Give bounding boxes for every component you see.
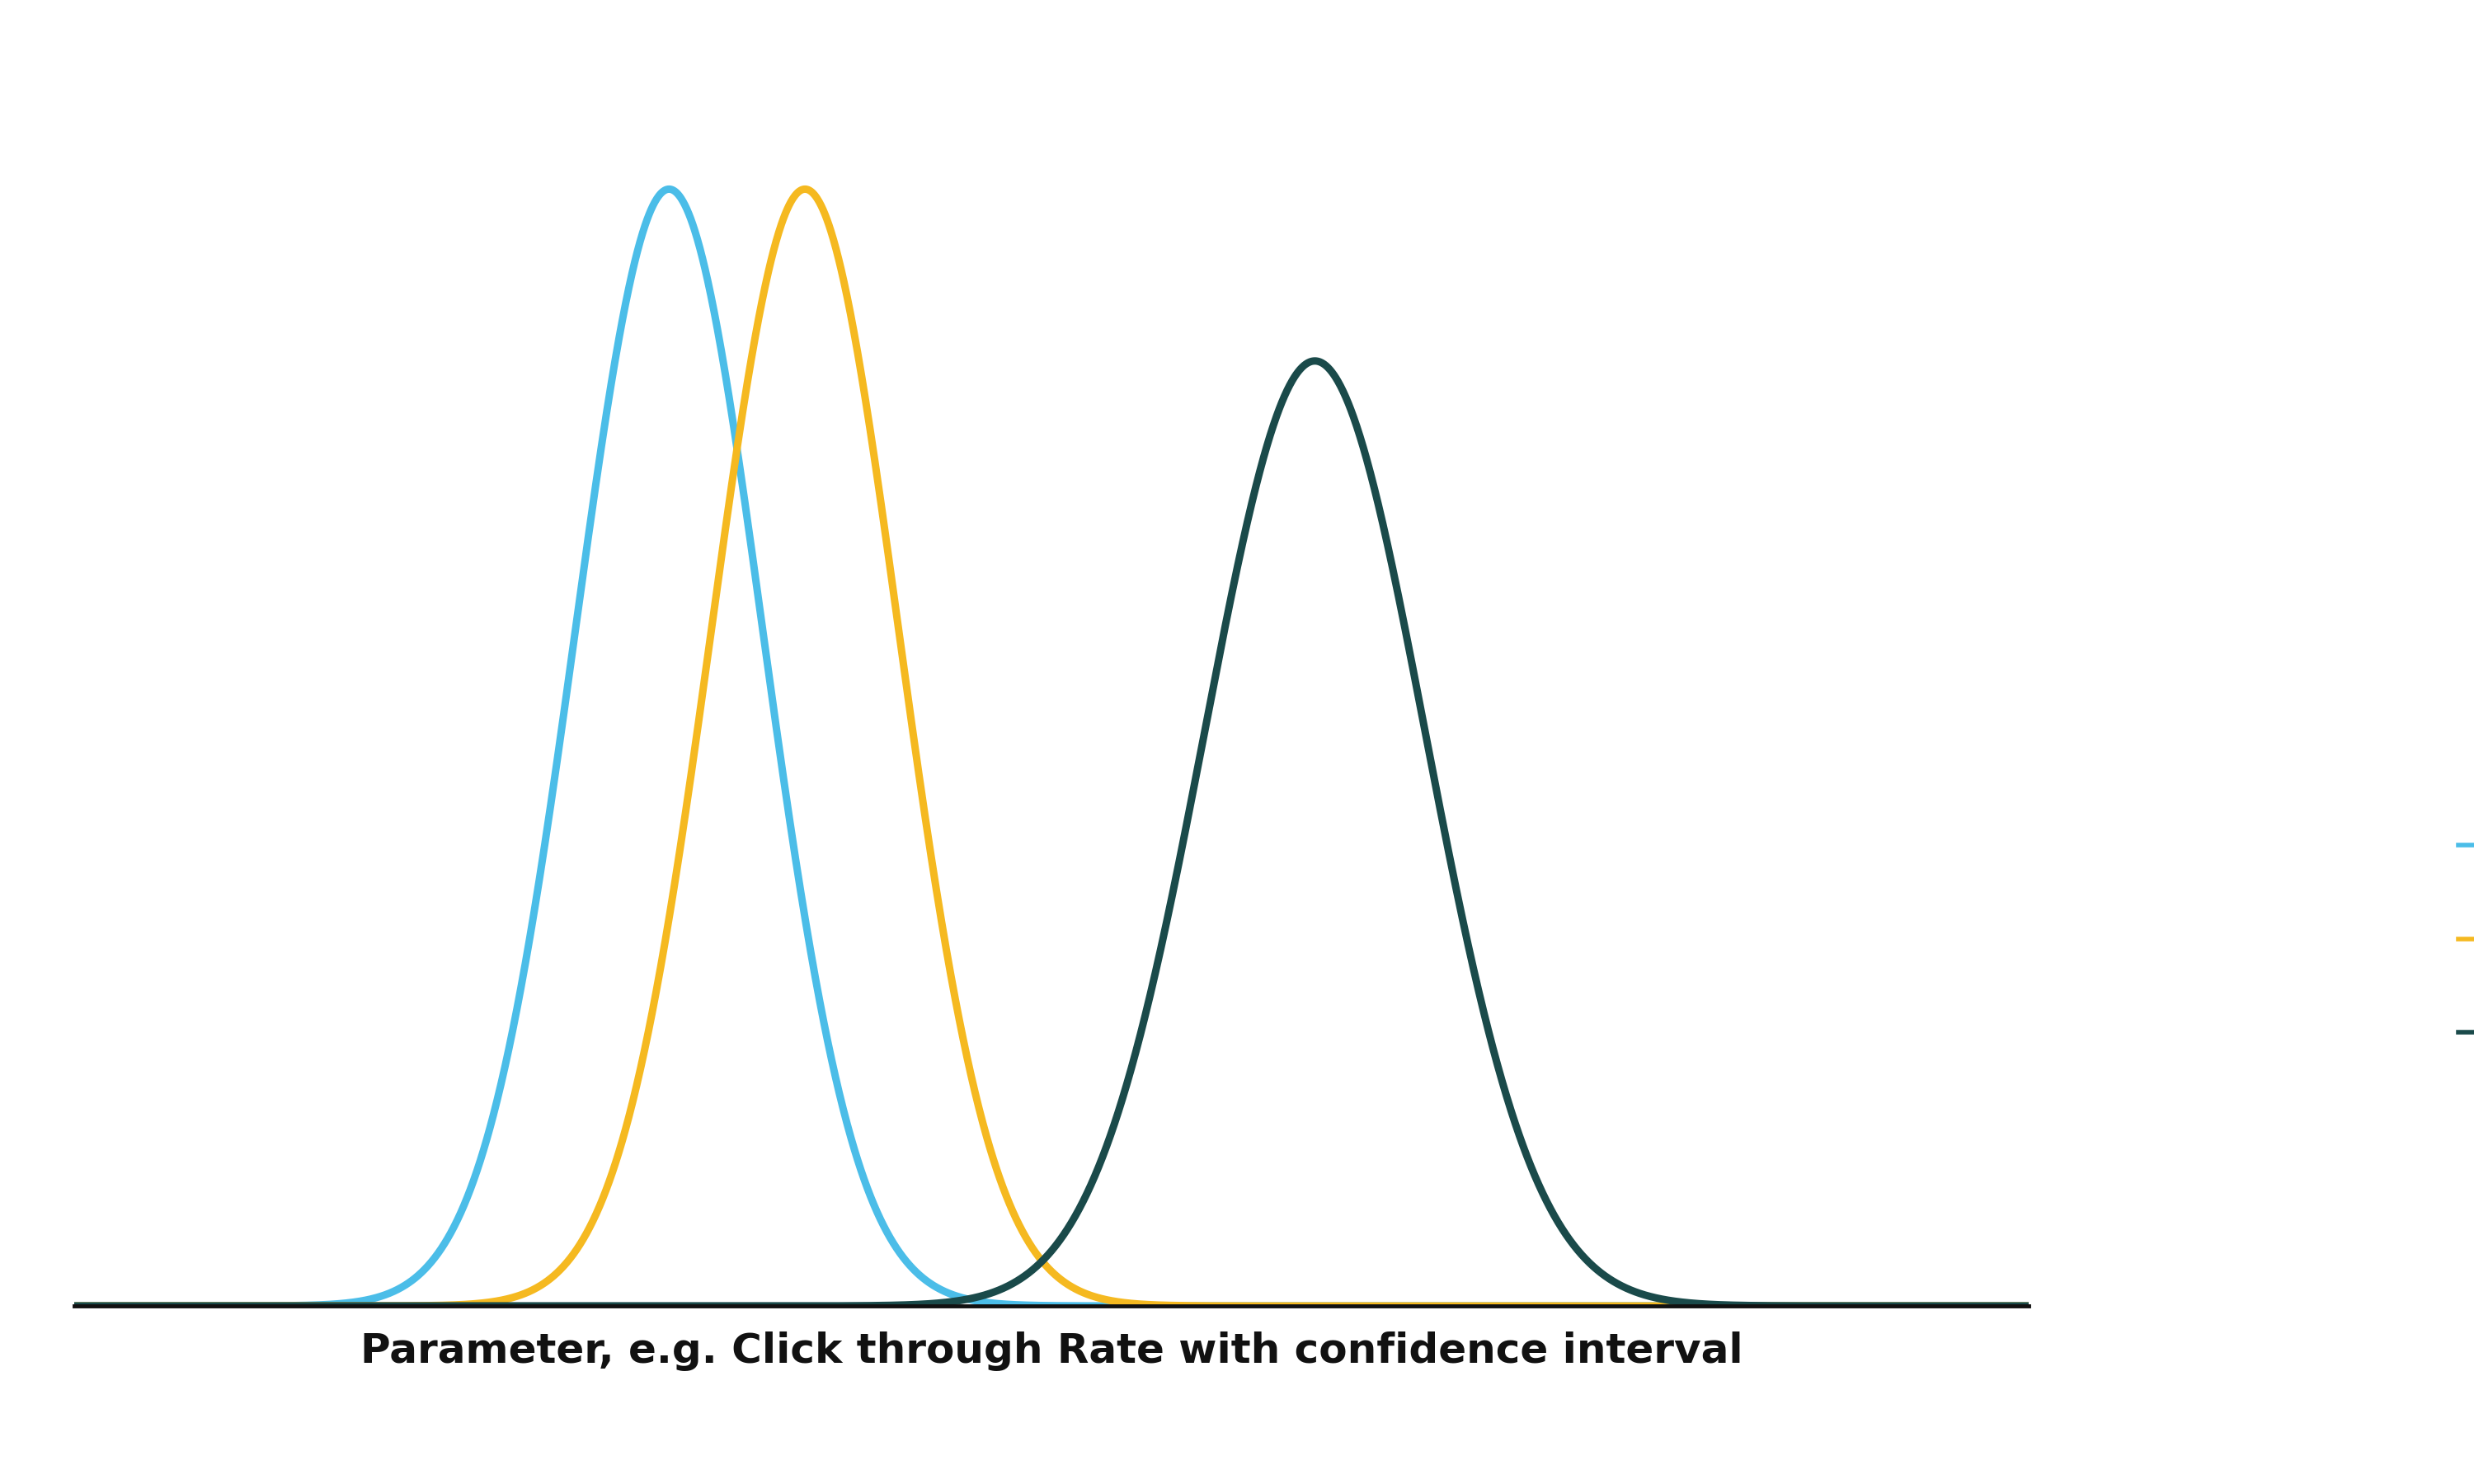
domain1	[2014, 1297, 2044, 1315]
domain2	[1977, 1297, 2006, 1315]
Line: domain1: domain1	[74, 188, 2029, 1306]
domain1	[809, 1017, 839, 1034]
domain3	[59, 1297, 89, 1315]
domain1	[1766, 1297, 1796, 1315]
domain2	[809, 203, 839, 221]
Legend: domain1, domain2, domain3: domain1, domain2, domain3	[2420, 791, 2474, 1095]
domain3	[893, 1296, 923, 1313]
domain1	[893, 1255, 923, 1273]
domain1	[398, 1270, 428, 1288]
domain3	[398, 1297, 428, 1315]
Line: domain2: domain2	[74, 188, 2029, 1306]
domain1	[282, 1297, 312, 1315]
domain2	[789, 180, 819, 197]
domain2	[2014, 1297, 2044, 1315]
domain1	[656, 180, 685, 197]
X-axis label: Parameter, e.g. Click through Rate with confidence interval: Parameter, e.g. Click through Rate with …	[361, 1331, 1742, 1371]
domain1	[1977, 1297, 2006, 1315]
domain1	[59, 1297, 89, 1315]
domain3	[2014, 1297, 2044, 1315]
domain3	[1301, 352, 1331, 370]
domain2	[893, 696, 923, 714]
domain2	[1766, 1297, 1796, 1315]
Line: domain3: domain3	[74, 361, 2029, 1306]
domain2	[398, 1297, 428, 1315]
domain3	[282, 1297, 312, 1315]
domain2	[282, 1297, 312, 1315]
domain2	[59, 1297, 89, 1315]
domain3	[809, 1297, 839, 1315]
domain3	[1766, 1297, 1796, 1315]
domain3	[1977, 1297, 2006, 1315]
